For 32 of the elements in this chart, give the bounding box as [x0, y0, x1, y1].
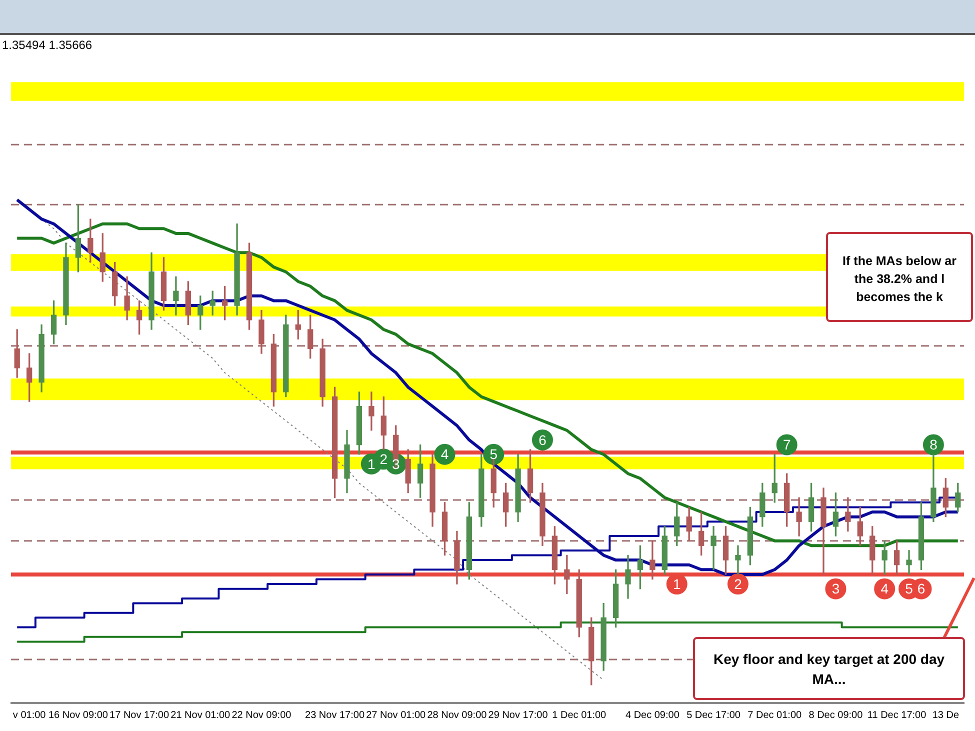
annotation: Key floor and key target at 200 day MA... — [712, 650, 946, 689]
x-tick-label: 21 Nov 01:00 — [170, 710, 231, 721]
annotation: 8 — [930, 436, 938, 453]
annotation: 2 — [734, 576, 742, 592]
x-tick-label: 17 Nov 17:00 — [110, 710, 170, 721]
annotation: 6 — [917, 580, 926, 597]
annotation: If the MAs below ar the 38.2% and l becomes the k — [842, 253, 958, 306]
x-tick-label: 23 Nov 17:00 — [305, 710, 365, 721]
x-tick-label: 29 Nov 17:00 — [488, 710, 548, 721]
x-tick-label: 5 Dec 17:00 — [686, 710, 741, 721]
x-tick-label: 13 De — [932, 710, 960, 721]
annotation: 3 — [832, 580, 840, 597]
x-tick-label: 11 Dec 17:00 — [867, 710, 927, 721]
x-tick-label: v 01:00 — [12, 710, 46, 721]
x-tick-label: 22 Nov 09:00 — [232, 710, 292, 721]
annotation: 2 — [380, 451, 388, 468]
x-tick-label: 1 Dec 01:00 — [552, 710, 607, 721]
x-tick-label: 4 Dec 09:00 — [625, 710, 680, 721]
x-tick-label: 16 Nov 09:00 — [48, 710, 108, 721]
annotation: 5 — [490, 446, 498, 462]
annotation: 4 — [880, 580, 889, 597]
x-tick-label: 8 Dec 09:00 — [808, 710, 864, 721]
text: 1.35494 1.35666 — [2, 38, 92, 52]
annotation: 4 — [440, 446, 449, 462]
x-tick-label: 28 Nov 09:00 — [427, 710, 488, 721]
annotation: 6 — [538, 432, 547, 448]
annotation: 5 — [905, 580, 914, 597]
x-tick-label: 27 Nov 01:00 — [366, 710, 426, 721]
annotation: 1 — [368, 456, 376, 472]
annotation: 1 — [672, 576, 681, 592]
annotation: 7 — [782, 436, 791, 453]
x-tick-label: 7 Dec 01:00 — [748, 710, 802, 721]
